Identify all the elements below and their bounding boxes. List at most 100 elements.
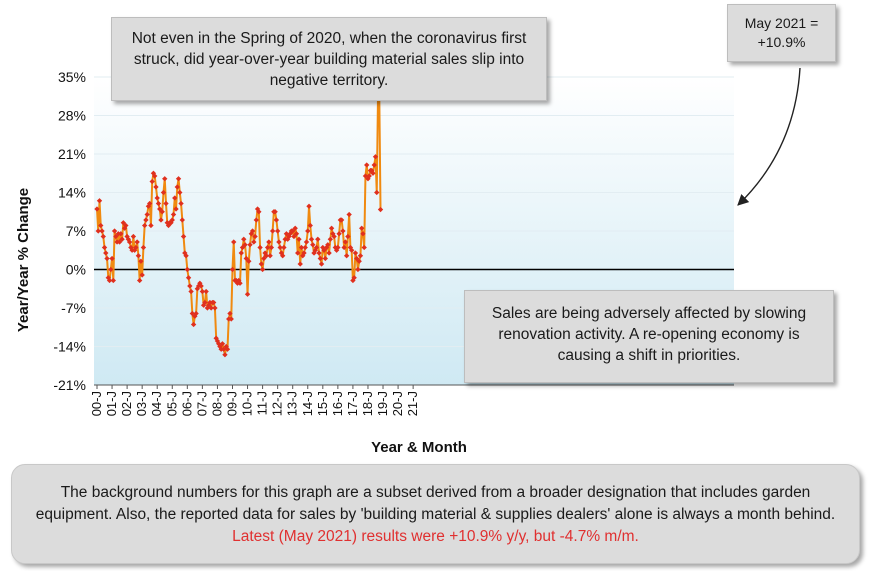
data-point [153, 184, 159, 190]
data-point [162, 176, 168, 182]
data-point [342, 239, 349, 245]
data-point [308, 236, 315, 242]
data-point [346, 211, 352, 218]
x-tick-label: 17-J [345, 391, 360, 416]
data-point [357, 253, 364, 259]
x-tick-label: 20-J [390, 391, 405, 416]
x-tick-label: 01-J [104, 391, 119, 416]
data-point [155, 200, 162, 207]
data-point [372, 154, 379, 160]
data-point [315, 236, 321, 242]
x-tick-label: 13-J [285, 391, 300, 416]
x-tick-label: 02-J [119, 391, 134, 416]
data-point [247, 242, 253, 248]
series-layer [94, 90, 384, 358]
x-tick-label: 09-J [224, 391, 239, 416]
data-point [144, 211, 150, 218]
data-point [101, 244, 108, 251]
data-point [108, 266, 114, 273]
data-point [366, 173, 372, 179]
data-point [118, 231, 124, 237]
x-tick-label: 03-J [134, 391, 149, 416]
data-point [135, 253, 142, 259]
footer-highlight: Latest (May 2021) results were +10.9% y/… [232, 528, 639, 545]
data-point [119, 236, 125, 242]
x-tick-label: 07-J [194, 391, 209, 416]
data-point [258, 261, 265, 267]
data-point [273, 217, 280, 223]
data-point [238, 250, 244, 256]
data-point [281, 244, 287, 251]
data-point [297, 261, 303, 267]
data-point [147, 200, 153, 207]
y-tick-label: 0% [66, 262, 86, 278]
data-point [359, 225, 365, 231]
data-point [326, 250, 332, 256]
data-point [180, 233, 187, 240]
data-point [336, 231, 342, 237]
data-point [370, 170, 376, 176]
data-point [325, 242, 331, 248]
y-tick-label: -21% [53, 377, 86, 393]
data-point [256, 209, 262, 215]
data-point [322, 255, 329, 262]
data-point [143, 217, 149, 223]
data-point [149, 178, 155, 185]
data-point [301, 250, 307, 256]
data-point [123, 222, 129, 229]
data-point [140, 244, 147, 251]
data-point [98, 222, 104, 229]
annotation-spring-2020: Not even in the Spring of 2020, when the… [111, 17, 547, 101]
data-point [310, 242, 316, 248]
data-point [318, 261, 325, 267]
x-tick-label: 06-J [179, 391, 194, 416]
data-point [335, 244, 341, 251]
x-axis-title: Year & Month [371, 439, 467, 456]
data-point [327, 236, 334, 242]
data-point [263, 253, 270, 259]
x-tick-label: 10-J [240, 391, 255, 416]
data-point [100, 233, 106, 240]
data-point [231, 239, 237, 245]
data-point [348, 247, 355, 253]
data-point [293, 231, 300, 237]
x-tick-label: 18-J [360, 391, 375, 416]
data-point [148, 222, 154, 229]
x-tick-label: 08-J [209, 391, 224, 416]
data-point [154, 195, 160, 201]
data-point [259, 266, 266, 273]
data-point [272, 209, 278, 215]
data-point [351, 275, 357, 281]
y-tick-label: -7% [61, 300, 86, 316]
data-point [356, 258, 362, 264]
data-point [276, 239, 282, 245]
data-point [340, 228, 346, 234]
data-point [179, 217, 185, 223]
data-point [360, 231, 366, 237]
x-tick-label: 00-J [89, 391, 104, 416]
x-tick-label: 15-J [315, 391, 330, 416]
y-tick-label: 21% [58, 146, 86, 162]
x-tick-label: 16-J [330, 391, 345, 416]
data-point [352, 250, 359, 256]
data-point [269, 228, 276, 234]
data-point [374, 189, 380, 196]
data-point [306, 203, 312, 209]
data-point [328, 225, 335, 231]
data-point [159, 209, 165, 215]
x-tick-label: 12-J [270, 391, 285, 416]
data-point [345, 233, 351, 240]
data-point [99, 228, 105, 234]
data-point [274, 228, 281, 234]
x-tick-label: 11-J [255, 391, 270, 415]
data-point [355, 266, 361, 273]
data-point [268, 244, 275, 251]
data-point [307, 222, 313, 229]
data-point [331, 233, 337, 240]
data-point [106, 277, 113, 284]
data-point [252, 233, 258, 240]
data-point [109, 255, 115, 262]
y-tick-label: 35% [58, 69, 86, 85]
data-point [341, 244, 347, 251]
